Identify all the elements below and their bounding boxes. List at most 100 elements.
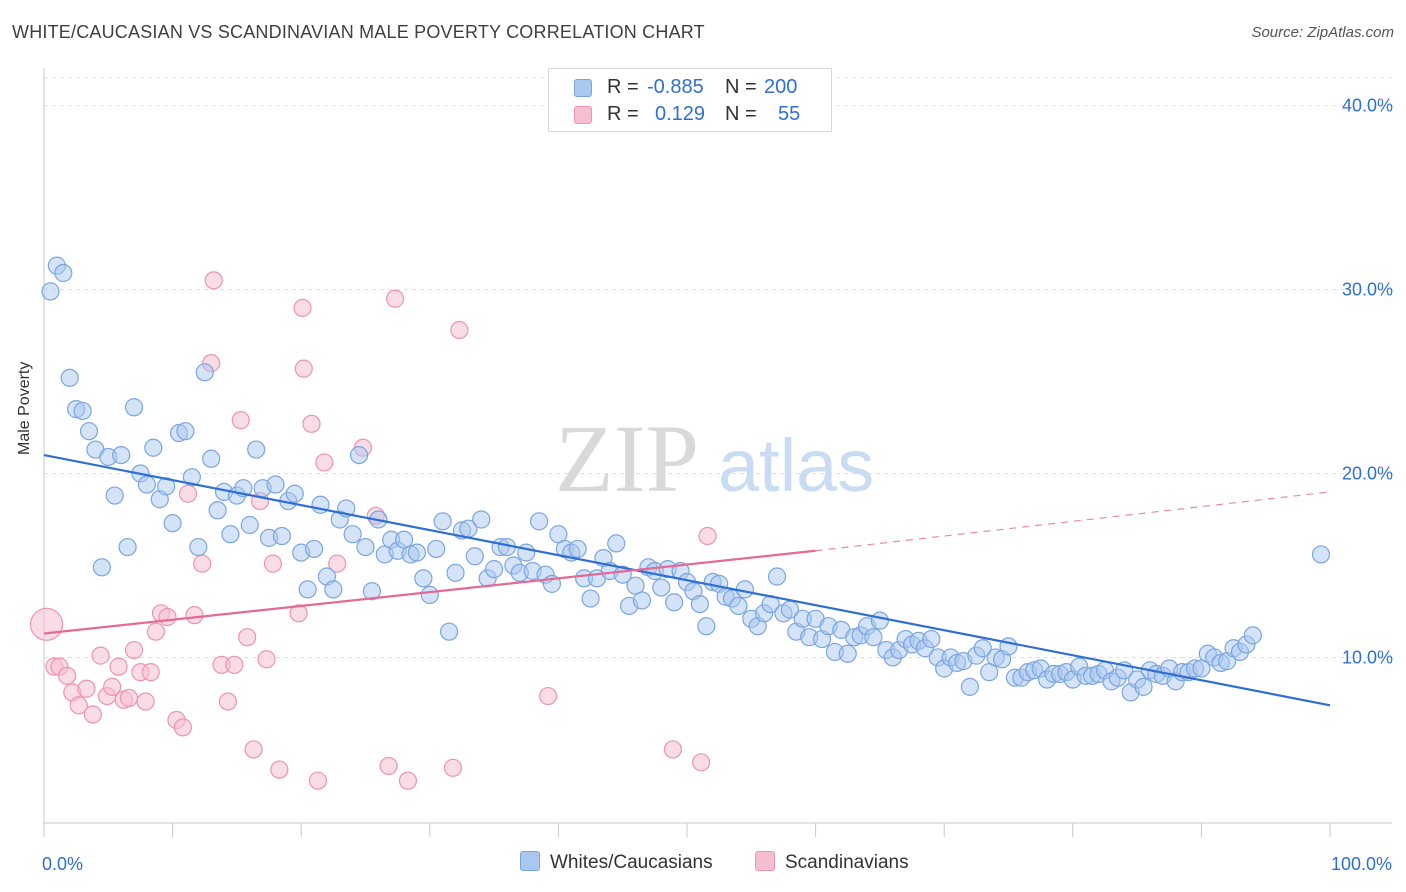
white-point [105, 486, 124, 505]
white-point [697, 617, 716, 636]
scandinavian-point [103, 677, 122, 696]
white-point [973, 639, 992, 658]
white-point [838, 644, 857, 663]
trend-lines [43, 454, 1331, 707]
white-trend-line [43, 454, 1331, 707]
scandinavian-point [270, 760, 289, 779]
white-point [195, 363, 214, 382]
scandinavian-point [141, 663, 160, 682]
white-point [349, 445, 369, 465]
scandinavian-point [443, 758, 463, 777]
r-label: R = [607, 103, 639, 125]
scandinavian-point [398, 771, 418, 790]
white-point [272, 526, 292, 546]
white-point [690, 594, 709, 614]
white-point [343, 525, 362, 544]
white-point [530, 512, 549, 531]
scandinavian-points [29, 271, 717, 790]
legend-item-scandinavians: Scandinavians [755, 851, 909, 874]
white-point [221, 525, 240, 544]
white-point [465, 547, 484, 566]
scandinavian-point [238, 628, 257, 647]
scandinavian-point [109, 657, 128, 676]
scandinavian-point [294, 359, 313, 378]
white-point [581, 589, 600, 608]
white-point [870, 611, 890, 630]
white-point [240, 515, 259, 535]
white-point [1134, 677, 1153, 696]
correlation-legend: R = -0.885 N = 200 R = 0.129 N = 55 [548, 68, 832, 132]
white-point [632, 591, 652, 610]
scandinavian-point [663, 740, 682, 759]
white-point [472, 510, 491, 529]
y-tick-label: 10.0% [1342, 647, 1393, 667]
white-point [92, 558, 111, 577]
white-point [41, 282, 60, 301]
white-point [864, 628, 883, 647]
white-point [137, 475, 156, 494]
white-point [356, 537, 375, 557]
white-point [112, 445, 131, 465]
white-point [182, 468, 201, 487]
scandinavian-point [263, 554, 283, 573]
white-point [285, 484, 304, 503]
scandinavian-point [146, 622, 165, 641]
legend-row-scandinavians: R = 0.129 N = 55 [549, 101, 831, 129]
white-point [652, 578, 671, 597]
scandinavian-point [257, 650, 276, 669]
scandinavian-point [450, 320, 469, 340]
white-point [568, 539, 587, 559]
scandinavian-point [231, 411, 250, 430]
y-tick-label: 30.0% [1342, 280, 1393, 300]
scandinavian-point [204, 271, 223, 290]
white-point [144, 438, 163, 457]
white-point [189, 537, 208, 557]
white-point [362, 582, 382, 601]
axes [43, 68, 1392, 837]
white-point [665, 593, 684, 612]
white-points [41, 256, 1331, 702]
white-point [729, 596, 748, 616]
white-point [1243, 626, 1262, 645]
scandinavian-point [158, 607, 177, 627]
legend-row-whites: R = -0.885 N = 200 [549, 74, 831, 102]
n-label: N = [725, 76, 757, 98]
scandinavian-point [83, 705, 102, 724]
legend-swatch-blue [520, 851, 540, 871]
white-point [266, 475, 285, 494]
r-label: R = [607, 76, 639, 98]
white-point [427, 539, 446, 559]
white-point [304, 539, 324, 559]
scandinavian-point [289, 604, 308, 623]
white-point [414, 569, 433, 588]
scandinavian-point [218, 692, 237, 711]
white-point [1311, 545, 1331, 564]
legend-swatch-pink [574, 106, 592, 124]
scandinavian-point [136, 692, 155, 711]
scandinavian-point [185, 606, 204, 625]
scandinavian-point [539, 686, 558, 706]
x-tick-label: 100.0% [1331, 854, 1392, 874]
legend-swatch-blue [574, 79, 592, 97]
white-point [433, 512, 452, 531]
scandinavian-point [58, 666, 77, 685]
scandinavian-point [698, 526, 717, 546]
n-label: N = [725, 103, 757, 125]
scandinavian-point [308, 771, 328, 790]
r-value: -0.885 [647, 76, 704, 98]
n-value: 55 [778, 103, 801, 125]
scandinavian-point [173, 718, 192, 737]
white-point [163, 514, 182, 533]
gridlines [44, 77, 1392, 658]
scandinavian-trend-extension [815, 491, 1331, 552]
r-value: 0.129 [655, 103, 706, 125]
scandinavian-point [293, 298, 312, 318]
legend-swatch-pink [755, 851, 775, 871]
white-point [202, 449, 221, 468]
legend-item-whites: Whites/Caucasians [520, 851, 713, 874]
white-point [79, 422, 99, 441]
white-point [446, 563, 465, 582]
scandinavian-point [302, 414, 321, 433]
scandinavian-point [225, 655, 244, 674]
white-point [420, 585, 439, 605]
